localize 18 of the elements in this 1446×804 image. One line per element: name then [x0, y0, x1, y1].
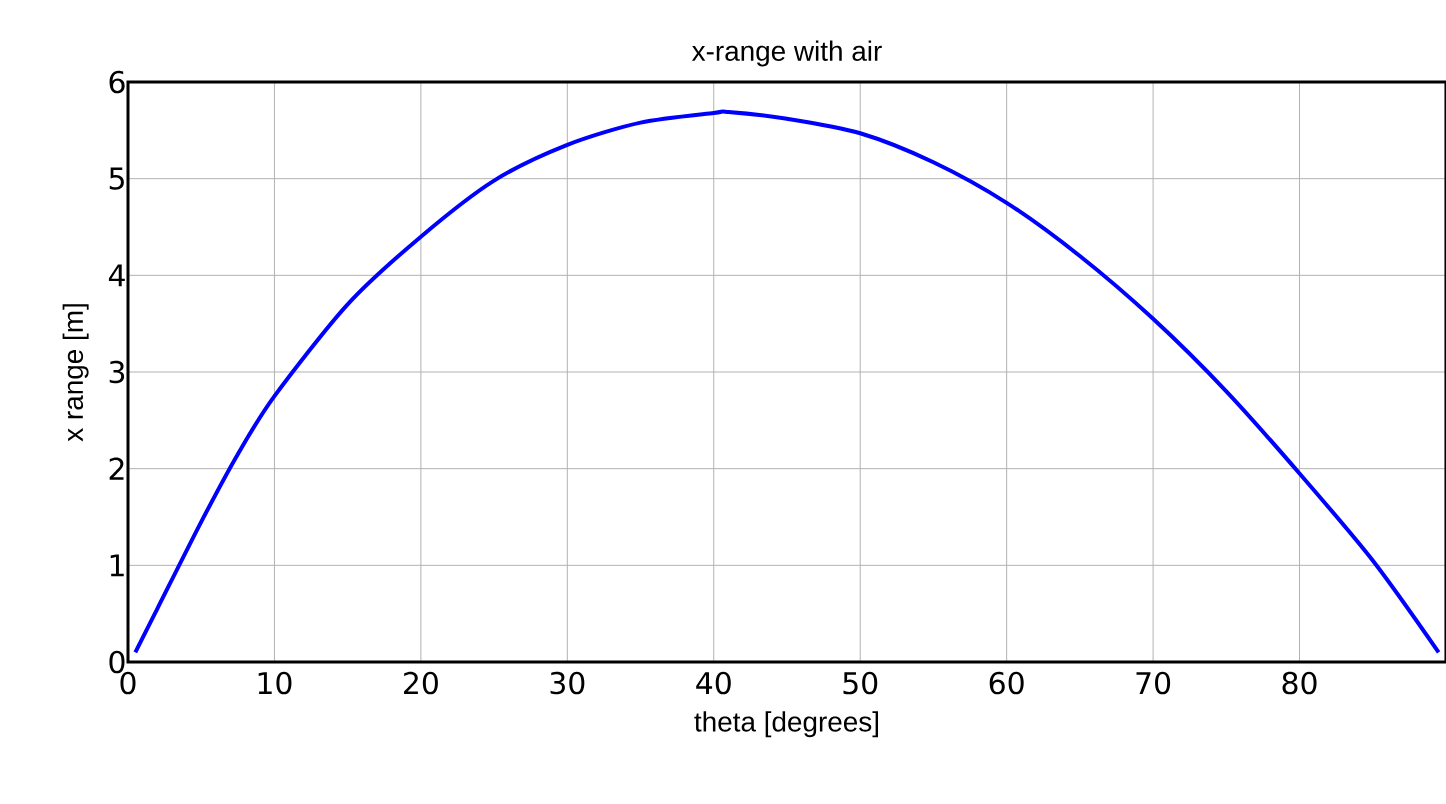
y-tick-label: 2 — [109, 457, 124, 480]
chart-title: x-range with air — [691, 40, 882, 67]
x-tick-label: 20 — [404, 671, 438, 695]
x-tick-label: 50 — [843, 671, 878, 695]
x-tick-label: 70 — [1136, 671, 1171, 695]
x-tick-label: 60 — [989, 671, 1024, 695]
line-series — [133, 109, 1441, 655]
y-tick-label: 5 — [109, 167, 124, 190]
x-tick-label: 30 — [550, 671, 585, 695]
y-tick-label: 3 — [109, 360, 125, 384]
y-tick-label: 4 — [108, 264, 125, 287]
x-tick-label: 40 — [696, 671, 731, 695]
y-axis-title: x range [m] — [62, 304, 89, 442]
x-tick-label: 10 — [258, 671, 292, 695]
y-tick-label: 6 — [109, 70, 125, 94]
x-axis-title: theta [degrees] — [694, 711, 878, 738]
x-tick-label: 80 — [1282, 671, 1317, 695]
y-tick-label: 1 — [110, 554, 124, 577]
